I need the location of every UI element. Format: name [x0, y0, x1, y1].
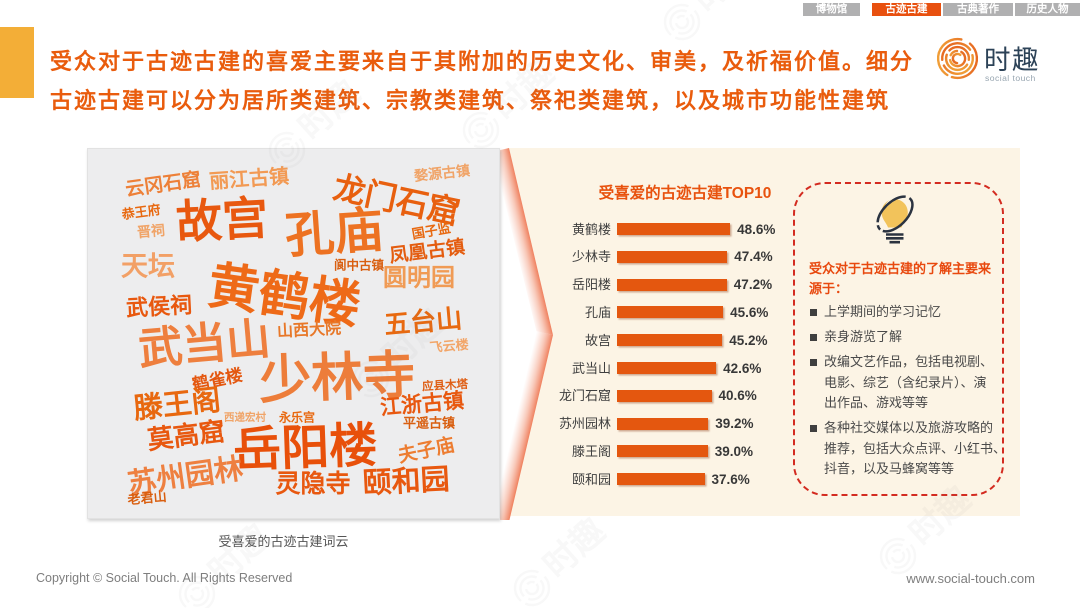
svg-text:social touch: social touch	[985, 73, 1036, 83]
svg-text:时趣: 时趣	[984, 45, 1040, 75]
